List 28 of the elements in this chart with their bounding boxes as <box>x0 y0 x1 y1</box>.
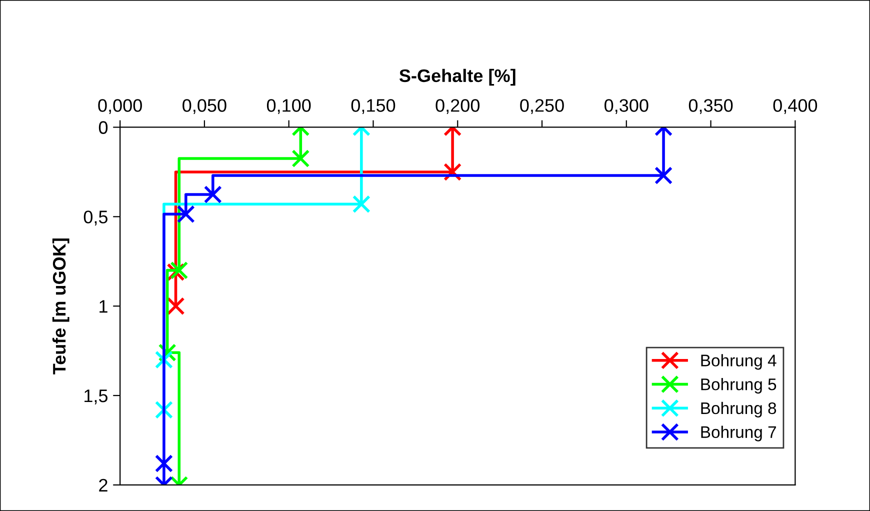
y-tick-label: 1 <box>100 300 108 313</box>
x-tick-label: 0,300 <box>604 99 648 114</box>
x-axis-title: S-Gehalte [%] <box>399 68 516 86</box>
x-tick-label: 0,050 <box>182 99 226 114</box>
y-tick-label: 1,5 <box>84 390 108 404</box>
legend-label: Bohrung 4 <box>701 354 776 370</box>
y-tick-label: 2 <box>99 478 108 492</box>
legend-label: Bohrung 5 <box>701 378 776 394</box>
point <box>292 150 310 168</box>
y-tick-label: 0 <box>98 121 108 134</box>
y-axis-title: Teufe [m uGOK] <box>52 238 70 374</box>
x-tick-label: 0,150 <box>351 99 396 114</box>
x-tick-label: 0,000 <box>98 99 142 114</box>
y-tick-label: 0,5 <box>84 210 108 226</box>
x-tick-label: 0,400 <box>773 99 818 114</box>
x-tick-label: 0,200 <box>436 99 480 114</box>
point <box>154 454 173 473</box>
point <box>204 185 222 204</box>
point <box>170 261 188 280</box>
point <box>176 205 195 224</box>
point <box>654 166 673 185</box>
legend-label: Bohrung 8 <box>701 402 776 418</box>
legend-label: Bohrung 7 <box>701 426 776 442</box>
x-tick-label: 0,350 <box>688 99 733 114</box>
x-tick-label: 0,100 <box>266 99 311 114</box>
point <box>352 195 370 214</box>
x-tick-label: 0,250 <box>520 99 564 114</box>
point <box>166 297 185 316</box>
